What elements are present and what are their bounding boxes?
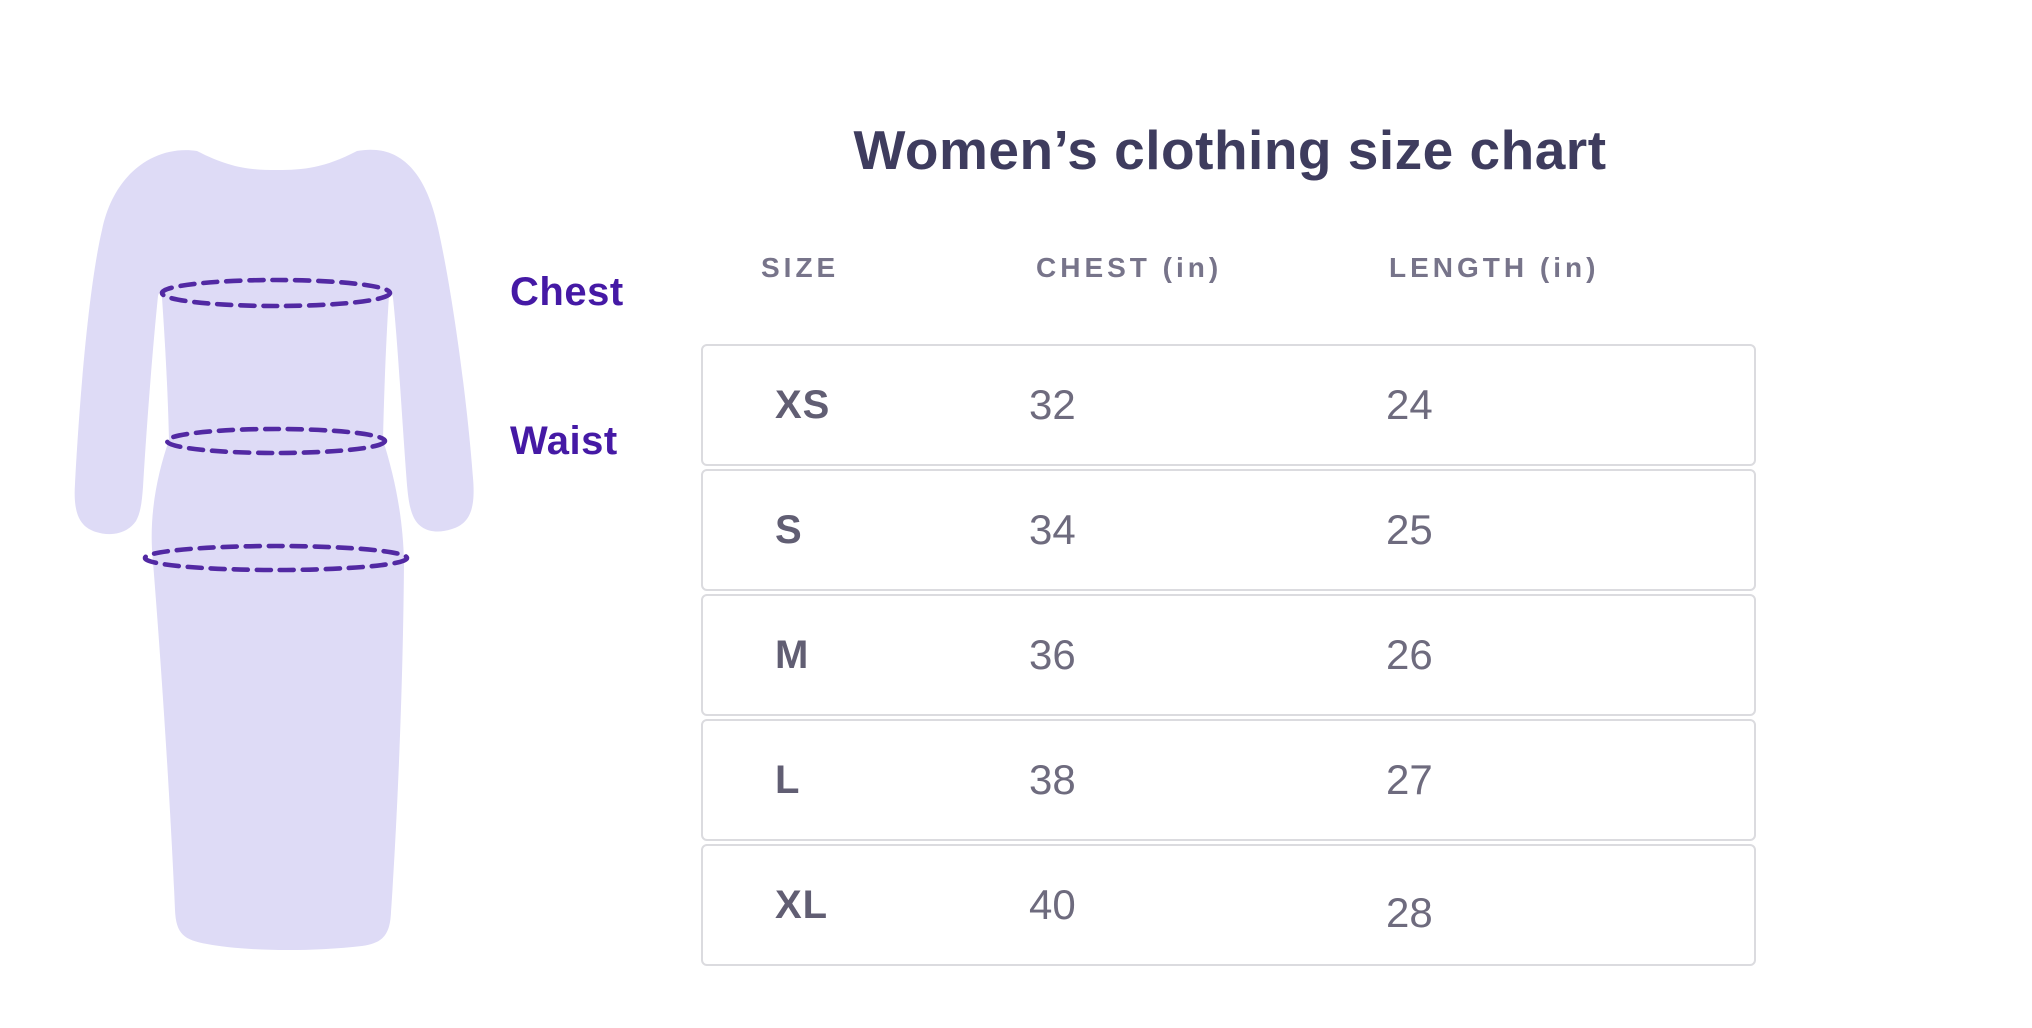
table-header-row: SIZE CHEST (in) LENGTH (in) [701,248,1756,288]
size-cell: M [775,633,810,677]
chest-cell: 36 [1029,631,1076,678]
size-cell: XS [775,383,831,427]
length-cell: 25 [1386,506,1433,553]
column-header-length: LENGTH (in) [1389,252,1600,283]
chest-measure-line [159,277,393,309]
page-title: Women’s clothing size chart [853,119,1607,181]
column-header-size: SIZE [761,252,840,283]
waist-measure-label: Waist [510,419,618,463]
size-cell: L [775,758,801,802]
length-cell: 28 [1386,889,1433,936]
length-cell: 24 [1386,381,1433,428]
chest-measure-label: Chest [510,270,624,314]
chest-cell: 34 [1029,506,1076,553]
dress-shape [74,149,474,951]
chest-cell: 32 [1029,381,1076,428]
hip-measure-line [142,543,410,573]
chest-cell: 38 [1029,756,1076,803]
waist-measure-line [164,426,388,456]
size-cell: XL [775,883,829,927]
length-cell: 27 [1386,756,1433,803]
table-row-m: M 36 26 [701,594,1756,716]
size-table: SIZE CHEST (in) LENGTH (in) XS 32 24 S 3… [701,248,1756,969]
size-cell: S [775,508,803,552]
table-row-s: S 34 25 [701,469,1756,591]
column-header-chest: CHEST (in) [1036,252,1223,283]
length-cell: 26 [1386,631,1433,678]
table-row-xs: XS 32 24 [701,344,1756,466]
chest-cell: 40 [1029,881,1076,928]
table-row-xl: XL 40 28 [701,844,1756,966]
table-row-l: L 38 27 [701,719,1756,841]
